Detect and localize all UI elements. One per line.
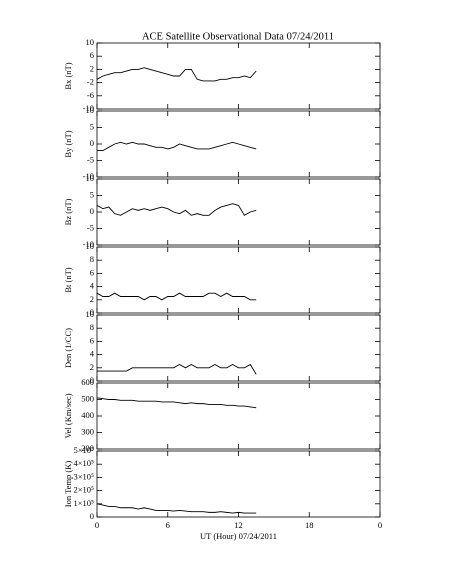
- data-line: [96, 203, 257, 216]
- data-line: [96, 503, 257, 514]
- y-tick-label: 200: [81, 443, 94, 453]
- y-tick-label: 5: [90, 189, 94, 199]
- data-line: [96, 397, 257, 409]
- y-tick-label: -2: [87, 77, 94, 87]
- y-tick-label: 1×10⁵: [73, 498, 94, 508]
- y-tick-label: -5: [87, 222, 94, 232]
- y-tick-label: 10: [86, 37, 95, 47]
- y-tick-label: 400: [81, 410, 94, 420]
- y-tick-label: 10: [86, 105, 95, 115]
- y-tick-label: 8: [90, 254, 94, 264]
- panel-frame: [96, 450, 381, 518]
- y-tick-label: 8: [90, 322, 94, 332]
- y-axis-label: By (nT): [63, 130, 73, 157]
- y-tick-label: 500: [81, 393, 94, 403]
- x-tick-label: 18: [305, 520, 314, 530]
- y-tick-label: 2×10⁵: [73, 485, 94, 495]
- data-line: [97, 141, 257, 152]
- y-axis-label: Bz (nT): [63, 198, 73, 225]
- y-tick-label: -10: [83, 171, 94, 181]
- data-line: [96, 292, 257, 301]
- y-tick-label: 0: [90, 375, 94, 385]
- y-tick-label: 4: [90, 281, 95, 291]
- y-axis-label: Bt (nT): [63, 267, 73, 292]
- y-tick-label: 4: [90, 349, 95, 359]
- y-axis-label: Vel (Km/sec): [63, 393, 73, 438]
- y-axis-label: Ion Temp (K): [63, 461, 73, 508]
- x-tick-label: 0: [95, 520, 99, 530]
- x-tick-label: 12: [234, 520, 243, 530]
- y-tick-label: -6: [87, 90, 94, 100]
- y-axis-label: Den (1/CC): [63, 328, 73, 368]
- y-tick-label: 0: [90, 307, 94, 317]
- x-axis-label: UT (Hour) 07/24/2011: [200, 531, 277, 541]
- data-line: [97, 363, 257, 375]
- panel-frame: [96, 382, 381, 450]
- y-tick-label: -10: [83, 103, 94, 113]
- y-tick-label: 6: [90, 335, 94, 345]
- y-tick-label: 4×10⁵: [73, 458, 94, 468]
- data-line: [96, 67, 257, 82]
- y-tick-label: 3×10⁵: [73, 471, 94, 481]
- x-tick-label: 6: [166, 520, 170, 530]
- y-tick-label: 0: [90, 511, 94, 521]
- panel-frame: [96, 246, 381, 314]
- y-tick-label: 6: [90, 50, 94, 60]
- y-axis-label: Bx (nT): [63, 62, 73, 89]
- y-tick-label: -5: [87, 154, 94, 164]
- y-tick-label: 0: [90, 138, 94, 148]
- y-tick-label: 6: [90, 267, 94, 277]
- y-tick-label: 5: [90, 121, 94, 131]
- y-tick-label: 10: [86, 309, 95, 319]
- y-tick-label: 10: [86, 173, 95, 183]
- panel-frame: [96, 178, 381, 246]
- chart-title: ACE Satellite Observational Data 07/24/2…: [142, 31, 334, 42]
- y-tick-label: 2: [90, 63, 94, 73]
- y-tick-label: 600: [81, 377, 94, 387]
- panel-frame: [96, 314, 381, 382]
- y-tick-label: 5×10⁵: [73, 445, 94, 455]
- y-tick-label: 2: [90, 294, 94, 304]
- y-tick-label: -10: [83, 239, 94, 249]
- y-tick-label: 300: [81, 426, 94, 436]
- y-tick-label: 2: [90, 362, 94, 372]
- y-tick-label: 10: [86, 241, 95, 251]
- panel-frame: [96, 42, 381, 110]
- x-tick-label: 0: [378, 520, 382, 530]
- y-tick-label: 0: [90, 206, 94, 216]
